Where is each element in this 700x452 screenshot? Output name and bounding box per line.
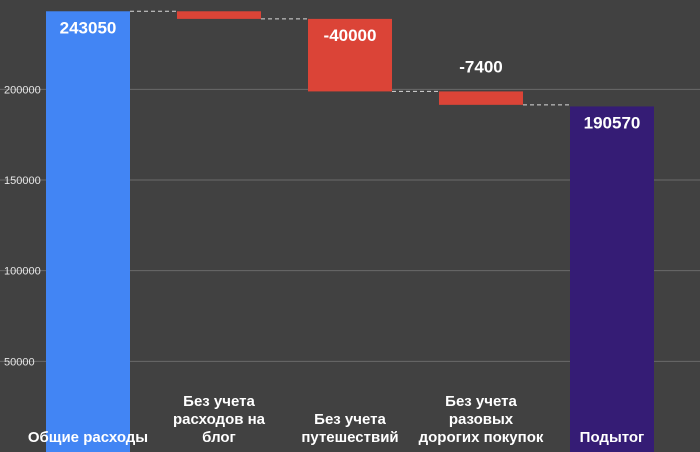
bar-1 [177,11,261,19]
bars [46,11,654,452]
y-axis: 50000 100000 150000 200000 [4,84,41,368]
category-label: путешествий [301,429,398,446]
category-label: Без учета [183,393,255,410]
category-label: Общие расходы [28,429,148,446]
data-label: -7400 [459,57,502,76]
data-label: 243050 [60,18,117,37]
category-label: Подытог [580,429,645,446]
category-label: разовых [449,411,514,428]
category-label: Без учета [314,411,386,428]
data-label: 190570 [584,113,641,132]
bar-0 [46,11,130,452]
y-tick-label: 200000 [4,84,41,96]
category-label: блог [202,429,236,446]
data-label: -40000 [324,26,377,45]
bar-4 [570,106,654,452]
bar-2 [308,18,392,92]
y-tick-label: 150000 [4,175,41,187]
connectors [130,10,570,106]
category-label: дорогих покупок [419,429,544,446]
category-label: Без учета [445,393,517,410]
bar-3 [439,91,523,105]
y-tick-label: 50000 [4,356,35,368]
data-labels: 243050 -40000 -7400 190570 [60,18,641,132]
category-label: расходов на [173,411,266,428]
y-tick-label: 100000 [4,266,41,278]
